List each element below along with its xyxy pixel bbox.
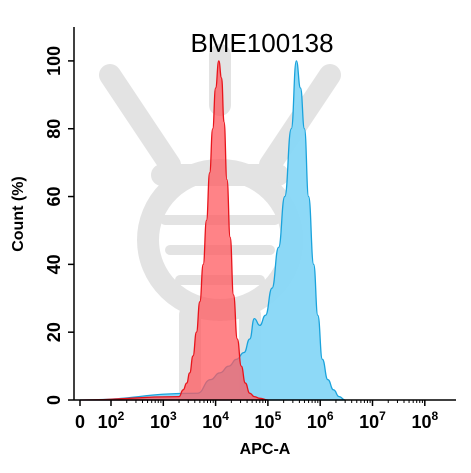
x-axis-ticks: 0 102 103 104 105 106 107 108 bbox=[75, 400, 438, 432]
x-tick-label: 105 bbox=[255, 409, 282, 432]
x-tick-label: 103 bbox=[150, 409, 177, 432]
x-tick-label: 108 bbox=[411, 409, 438, 432]
series-red-histogram bbox=[79, 60, 268, 401]
y-tick-label: 100 bbox=[44, 46, 64, 76]
y-tick-label: 20 bbox=[44, 322, 64, 342]
chart-title: BME100138 bbox=[190, 28, 333, 58]
x-tick-label: 0 bbox=[75, 412, 85, 432]
y-tick-label: 60 bbox=[44, 187, 64, 207]
y-tick-label: 40 bbox=[44, 254, 64, 274]
x-tick-label: 106 bbox=[307, 409, 334, 432]
x-tick-label: 104 bbox=[202, 409, 229, 432]
x-axis-label: APC-A bbox=[240, 441, 291, 458]
y-tick-label: 0 bbox=[44, 395, 64, 405]
y-tick-label: 80 bbox=[44, 119, 64, 139]
y-axis-label: Count (%) bbox=[10, 176, 27, 252]
series-layer bbox=[79, 60, 346, 401]
x-tick-label: 102 bbox=[98, 409, 125, 432]
y-axis-ticks: 0 20 40 60 80 100 bbox=[44, 46, 74, 405]
x-tick-label: 107 bbox=[359, 409, 386, 432]
